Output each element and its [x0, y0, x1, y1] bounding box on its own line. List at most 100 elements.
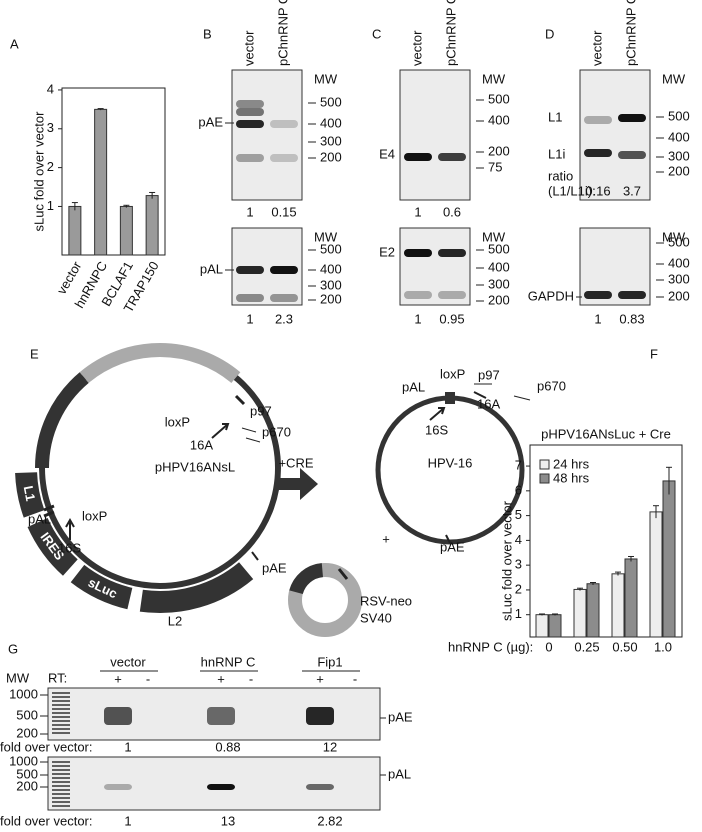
- gel-band: [618, 291, 646, 299]
- gel-band: [236, 266, 264, 274]
- quant-value: 2.3: [275, 311, 293, 326]
- hpv-region: [79, 343, 241, 384]
- gel-band: [404, 153, 432, 161]
- gel: [399, 227, 471, 306]
- quant-value: 1: [414, 311, 421, 326]
- mw-label: 200: [488, 143, 510, 158]
- lox-mark: [43, 504, 55, 512]
- mw-title: MW: [482, 71, 506, 86]
- side-label: ratio: [548, 168, 573, 183]
- lox-mark: [43, 510, 55, 518]
- feature-label: pAE: [440, 539, 465, 554]
- mw-label: 400: [320, 115, 342, 130]
- plus-sign: +: [382, 531, 390, 546]
- mw-label: 200: [16, 778, 38, 793]
- x-tick-label: 0: [545, 639, 552, 654]
- mw-title: MW: [662, 229, 686, 244]
- gel-band: [438, 153, 466, 161]
- target-label: pAE: [388, 709, 413, 724]
- side-label: L1i: [548, 146, 565, 161]
- gel-band: [584, 291, 612, 299]
- arrow: [473, 391, 487, 399]
- quant-value: 1: [246, 311, 253, 326]
- gel-band: [207, 707, 235, 725]
- gel-band: [236, 294, 264, 302]
- quant-value: 1: [246, 204, 253, 219]
- quant-value: 0.16: [585, 183, 610, 198]
- quant-value: 1: [594, 311, 601, 326]
- side-label: L1: [548, 109, 562, 124]
- lane-label: vector: [409, 30, 424, 66]
- gel-band: [270, 266, 298, 274]
- mw-label: 200: [16, 725, 38, 740]
- panel-label: B: [203, 26, 212, 41]
- feature-label: 16A: [477, 396, 500, 411]
- panel-label: E: [30, 346, 39, 361]
- side-label: (L1/L1i):: [548, 183, 596, 198]
- mw-label: 500: [488, 241, 510, 256]
- gel-band: [236, 108, 264, 116]
- bar: [649, 511, 663, 638]
- gel-band: [404, 291, 432, 299]
- pae-mark: [251, 551, 259, 561]
- side-plasmid-dark: [289, 563, 324, 595]
- gene-box: [15, 471, 45, 518]
- arrow: [429, 407, 446, 421]
- bar: [94, 108, 108, 256]
- plot-frame: [61, 87, 166, 256]
- mw-label: 1000: [9, 686, 38, 701]
- bar: [145, 195, 159, 256]
- gel-band: [236, 120, 264, 128]
- arrow: [65, 517, 75, 540]
- lox-mark: [234, 394, 246, 406]
- legend-swatch: [539, 473, 550, 484]
- panel-label: C: [372, 26, 381, 41]
- gel-band: [438, 291, 466, 299]
- mw-label: 1000: [9, 753, 38, 768]
- feature-label: p670: [262, 424, 291, 439]
- quant-value: 3.7: [623, 183, 641, 198]
- y-tick-label: 4: [515, 532, 522, 547]
- mw-label: 400: [488, 259, 510, 274]
- mw-title: MW: [6, 670, 30, 685]
- quant-value: 0.83: [619, 311, 644, 326]
- quant-label: fold over vector:: [0, 813, 93, 828]
- legend-label: 48 hrs: [553, 470, 590, 485]
- gel-band: [438, 249, 466, 257]
- bar: [119, 205, 133, 256]
- gel-band: [584, 149, 612, 157]
- y-tick-label: 5: [515, 507, 522, 522]
- bar: [573, 588, 587, 638]
- bar: [535, 614, 549, 638]
- mw-label: 300: [320, 133, 342, 148]
- feature-label: loxP: [440, 366, 465, 381]
- mw-label: 300: [488, 276, 510, 291]
- mw-label: 200: [668, 163, 690, 178]
- mw-label: 400: [668, 255, 690, 270]
- rt-label: RT:: [48, 670, 67, 685]
- gel: [579, 69, 651, 201]
- side-plasmid-label: SV40: [360, 610, 392, 625]
- mw-title: MW: [314, 229, 338, 244]
- rt-sign: +: [217, 671, 225, 686]
- quant-label: fold over vector:: [0, 739, 93, 754]
- gel-band: [618, 114, 646, 122]
- mw-label: 300: [668, 271, 690, 286]
- y-tick-label: 1: [515, 606, 522, 621]
- mw-label: 200: [320, 149, 342, 164]
- bar: [586, 583, 600, 638]
- mw-label: 500: [668, 108, 690, 123]
- chart-title: pHPV16ANsLuc + Cre: [541, 426, 671, 441]
- gene-box: [70, 564, 133, 610]
- mw-title: MW: [314, 71, 338, 86]
- gel-band: [270, 154, 298, 162]
- x-axis-label: hnRNP C (µg):: [448, 639, 533, 654]
- y-tick-label: 6: [515, 482, 522, 497]
- plasmid-name: pHPV16ANsL: [155, 459, 235, 474]
- feature-label: L2: [168, 613, 182, 628]
- gel-band: [270, 294, 298, 302]
- quant-value: 1: [414, 204, 421, 219]
- y-tick-label: 4: [47, 81, 54, 96]
- feature-label: p97: [250, 403, 272, 418]
- group-label: Fip1: [317, 654, 342, 669]
